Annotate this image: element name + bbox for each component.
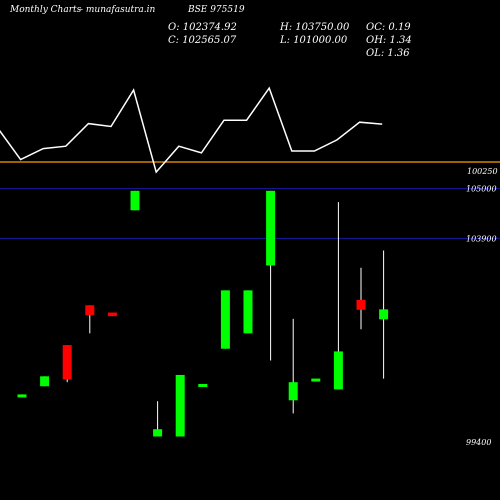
candle	[17, 394, 27, 398]
site-name: - munafasutra.in	[80, 5, 156, 15]
indicator-line	[0, 86, 383, 174]
candle	[175, 374, 185, 437]
candle	[243, 290, 253, 334]
close-value: C: 102565.07	[168, 35, 237, 46]
oc-value: OC: 0.19	[366, 22, 411, 33]
chart-period-label: Monthly Charts	[10, 5, 82, 15]
candle-body	[85, 305, 95, 316]
candle-body	[333, 351, 343, 390]
candle-body	[17, 394, 27, 398]
candle-body	[379, 309, 389, 320]
candle	[288, 318, 298, 414]
candle	[107, 312, 117, 317]
symbol-label: BSE 975519	[188, 5, 245, 15]
candle	[198, 384, 208, 387]
open-value: O: 102374.92	[168, 22, 237, 33]
candle-body	[175, 374, 185, 437]
candle-body	[288, 382, 298, 401]
y-tick-label: 105000	[466, 185, 497, 194]
ol-value: OL: 1.36	[366, 48, 410, 59]
candle-body	[62, 345, 72, 380]
candle-body	[40, 376, 50, 387]
candle-body	[130, 190, 140, 211]
candle-body	[311, 378, 321, 382]
low-value: L: 101000.00	[280, 35, 348, 46]
indicator-reference-label: 100250	[467, 167, 498, 176]
candle-body	[107, 312, 117, 317]
candle-body	[356, 299, 366, 310]
candle	[266, 190, 276, 361]
candle	[153, 401, 163, 437]
candle	[130, 190, 140, 211]
candle	[333, 202, 343, 390]
candle-body	[198, 384, 208, 387]
candle	[62, 345, 72, 383]
y-tick-label: 99400	[466, 438, 491, 447]
candle	[220, 290, 230, 349]
candle-body	[243, 290, 253, 334]
price-grid: 105000 103900 99400	[0, 185, 500, 447]
high-value: H: 103750.00	[280, 22, 350, 33]
candle	[379, 250, 389, 379]
y-tick-label: 103900	[466, 234, 497, 243]
candle	[311, 378, 321, 382]
candle	[85, 305, 95, 334]
oh-value: OH: 1.34	[366, 35, 412, 46]
candle-body	[220, 290, 230, 349]
candle	[356, 267, 366, 330]
candle	[40, 376, 50, 387]
candle-body	[153, 429, 163, 437]
candles	[17, 190, 389, 437]
candle-body	[266, 190, 276, 266]
